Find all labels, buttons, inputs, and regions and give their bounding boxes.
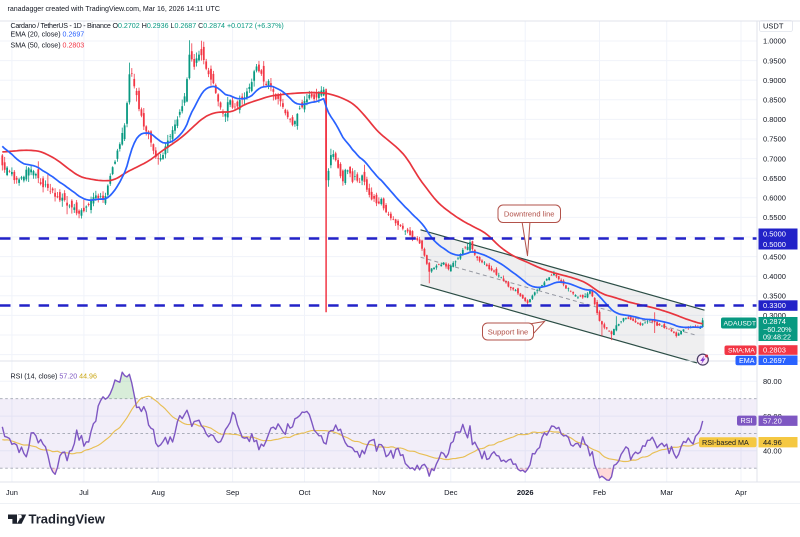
svg-text:0.3000: 0.3000 [763,311,786,320]
svg-text:Jun: Jun [6,488,18,497]
svg-text:ranadagger created with Tradin: ranadagger created with TradingView.com,… [8,6,220,13]
svg-text:Mar: Mar [660,488,673,497]
svg-text:0.4000: 0.4000 [763,272,786,281]
svg-text:Cardano / TetherUS - 1D - Bina: Cardano / TetherUS - 1D - Binance O0.270… [11,22,284,30]
svg-text:09:48:22: 09:48:22 [763,333,791,342]
svg-text:ADAUSDT: ADAUSDT [724,320,756,327]
svg-text:Apr: Apr [735,488,747,497]
svg-text:44.96: 44.96 [763,438,782,447]
svg-text:Aug: Aug [152,488,165,497]
svg-text:Sep: Sep [226,488,239,497]
svg-text:SMA:MA: SMA:MA [728,348,755,355]
svg-text:0.3500: 0.3500 [763,292,786,301]
svg-text:0.3300: 0.3300 [763,301,786,310]
svg-text:RSI (14, close) 57.20 44.96: RSI (14, close) 57.20 44.96 [11,372,97,380]
svg-text:Dec: Dec [444,488,458,497]
svg-text:57.20: 57.20 [763,416,782,425]
svg-text:0.5000: 0.5000 [763,240,786,249]
svg-text:0.9500: 0.9500 [763,56,786,65]
svg-text:USDT: USDT [763,21,784,30]
svg-text:Jul: Jul [79,488,89,497]
svg-text:TradingView: TradingView [29,512,106,527]
svg-text:EMA: EMA [739,356,755,365]
svg-text:40.00: 40.00 [763,447,782,456]
svg-text:0.2803: 0.2803 [763,346,786,355]
svg-text:RSI: RSI [741,416,753,425]
svg-text:0.6000: 0.6000 [763,194,786,203]
svg-text:−60.20%: −60.20% [763,325,792,334]
svg-text:0.9000: 0.9000 [763,76,786,85]
svg-text:2026: 2026 [517,488,534,497]
svg-text:Nov: Nov [372,488,386,497]
svg-text:EMA (20, close) 0.2697: EMA (20, close) 0.2697 [11,30,85,38]
svg-text:0.7500: 0.7500 [763,135,786,144]
svg-text:0.5000: 0.5000 [763,229,786,238]
svg-text:1.0000: 1.0000 [763,37,786,46]
svg-text:0.5500: 0.5500 [763,213,786,222]
svg-text:80.00: 80.00 [763,377,782,386]
svg-text:Support line: Support line [488,328,529,337]
svg-text:0.2697: 0.2697 [763,356,786,365]
svg-text:Oct: Oct [299,488,312,497]
svg-text:0.8500: 0.8500 [763,96,786,105]
svg-text:SMA (50, close) 0.2803: SMA (50, close) 0.2803 [11,41,85,49]
svg-text:0.8000: 0.8000 [763,115,786,124]
svg-text:0.2874: 0.2874 [763,317,786,326]
svg-text:0.7000: 0.7000 [763,154,786,163]
svg-text:Feb: Feb [593,488,606,497]
svg-text:0.6500: 0.6500 [763,174,786,183]
svg-text:Downtrend line: Downtrend line [504,210,555,219]
svg-text:0.4500: 0.4500 [763,252,786,261]
svg-text:RSI-based MA: RSI-based MA [702,438,749,447]
